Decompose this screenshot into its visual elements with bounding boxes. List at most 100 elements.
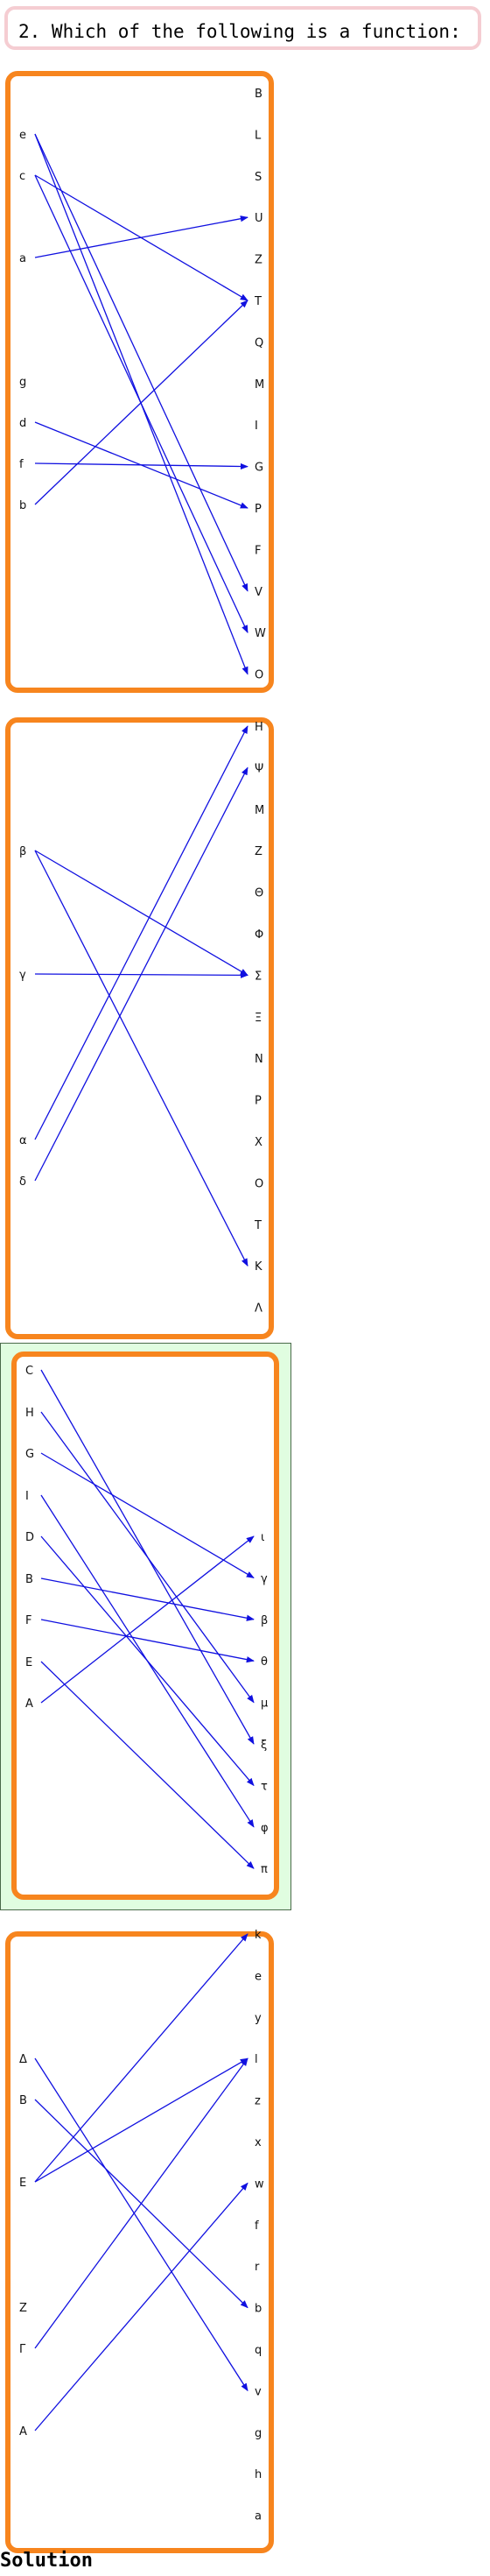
mapping-arrow xyxy=(34,215,248,258)
option-panel-4[interactable] xyxy=(5,1931,274,2553)
codomain-label: a xyxy=(255,2510,262,2523)
codomain-label: H xyxy=(255,721,263,734)
codomain-label: Ψ xyxy=(255,762,263,775)
domain-label: δ xyxy=(19,1175,26,1189)
domain-label: Δ xyxy=(19,2053,27,2066)
diagram-2: β γ α δ H Ψ M Z Θ Φ Σ Ξ N P X O T K Λ xyxy=(19,721,264,1316)
domain-label: E xyxy=(19,2177,26,2190)
codomain-label: w xyxy=(255,2177,264,2191)
mapping-arrow xyxy=(40,1661,255,1869)
domain-label: E xyxy=(25,1656,32,1669)
mapping-arrow xyxy=(34,2057,248,2349)
codomain-label: r xyxy=(255,2261,260,2274)
domain-label: α xyxy=(19,1134,27,1147)
option-panel-3[interactable] xyxy=(11,1352,279,1900)
codomain-label: O xyxy=(255,1177,263,1190)
mapping-arrow xyxy=(34,850,248,976)
codomain-label: M xyxy=(255,378,264,392)
mapping-arrow xyxy=(34,725,248,1140)
diagram-4: Δ B E Z Γ Ak e y l z x w f r b q v g h a xyxy=(19,1929,264,2523)
option-panel-1[interactable] xyxy=(5,71,274,693)
codomain-label: F xyxy=(255,544,261,557)
codomain-label: X xyxy=(255,1136,262,1149)
mapping-arrow xyxy=(34,2057,248,2392)
codomain-label: z xyxy=(255,2095,261,2108)
codomain-label: U xyxy=(255,212,263,225)
option-panel-2[interactable] xyxy=(5,717,274,1339)
domain-label: γ xyxy=(19,969,26,982)
mapping-arrow xyxy=(34,2057,248,2183)
codomain-label: b xyxy=(255,2303,262,2316)
solution-heading: Solution xyxy=(0,2550,93,2572)
domain-label: d xyxy=(19,417,26,430)
domain-label: Z xyxy=(19,2302,27,2315)
codomain-label: S xyxy=(255,171,262,184)
codomain-label: Θ xyxy=(255,887,263,900)
codomain-label: μ xyxy=(261,1697,268,1711)
codomain-label: γ xyxy=(261,1572,268,1585)
mapping-arrow xyxy=(40,1535,255,1787)
domain-label: Γ xyxy=(19,2343,26,2356)
question-text: 2. Which of the following is a function: xyxy=(4,6,481,50)
domain-label: β xyxy=(19,845,26,858)
codomain-label: Z xyxy=(255,845,262,858)
mapping-arrow xyxy=(34,133,248,592)
codomain-label: M xyxy=(255,804,264,817)
codomain-label: l xyxy=(255,2053,258,2066)
diagram-3: C H G I D B F E Aι γ β θ μ ξ τ φ π xyxy=(25,1365,269,1876)
mapping-arrow xyxy=(40,1535,255,1704)
codomain-label: G xyxy=(255,462,263,475)
domain-label: e xyxy=(19,129,26,142)
codomain-label: I xyxy=(255,420,258,433)
domain-label: C xyxy=(25,1365,33,1378)
codomain-label: N xyxy=(255,1053,263,1066)
codomain-label: P xyxy=(255,1095,262,1108)
codomain-label: L xyxy=(255,129,262,142)
codomain-label: Q xyxy=(255,336,263,349)
codomain-label: Ξ xyxy=(255,1012,262,1025)
mapping-arrow xyxy=(40,1411,255,1704)
codomain-label: O xyxy=(255,669,263,682)
domain-label: a xyxy=(19,252,26,265)
codomain-label: q xyxy=(255,2344,262,2357)
domain-label: b xyxy=(19,499,26,512)
mapping-arrow xyxy=(34,462,248,470)
domain-label: g xyxy=(19,376,26,389)
codomain-label: ξ xyxy=(261,1739,267,1752)
diagram-1: e c a g d f b B L S U Z T Q M I G P F V W O xyxy=(19,88,266,682)
codomain-label: V xyxy=(255,586,262,599)
domain-label: c xyxy=(19,170,25,183)
codomain-label: v xyxy=(255,2385,262,2398)
codomain-label: K xyxy=(255,1260,262,1274)
mapping-arrow xyxy=(34,1933,248,2183)
codomain-label: Φ xyxy=(255,928,263,942)
codomain-label: φ xyxy=(261,1822,269,1835)
codomain-label: x xyxy=(255,2136,262,2149)
codomain-label: g xyxy=(255,2427,262,2440)
codomain-label: B xyxy=(255,88,262,101)
mapping-arrow xyxy=(34,2182,248,2431)
domain-label: A xyxy=(25,1697,33,1711)
domain-label: I xyxy=(25,1490,29,1503)
domain-label: A xyxy=(19,2425,27,2438)
codomain-label: h xyxy=(255,2468,262,2481)
domain-label: B xyxy=(19,2094,27,2107)
mapping-arrow xyxy=(40,1577,255,1621)
codomain-label: f xyxy=(255,2220,259,2233)
codomain-label: y xyxy=(255,2012,262,2025)
domain-label: G xyxy=(25,1448,34,1461)
codomain-label: e xyxy=(255,1970,262,1983)
mapping-arrow xyxy=(34,300,248,505)
codomain-label: τ xyxy=(261,1780,268,1793)
codomain-label: T xyxy=(254,295,262,308)
mapping-arrow xyxy=(34,174,248,634)
codomain-label: β xyxy=(261,1614,268,1627)
codomain-label: Σ xyxy=(255,970,262,983)
mapping-arrow xyxy=(40,1452,255,1578)
domain-label: H xyxy=(25,1407,34,1420)
codomain-label: π xyxy=(261,1863,268,1876)
codomain-label: Λ xyxy=(255,1302,262,1316)
codomain-label: θ xyxy=(261,1655,268,1669)
codomain-label: ι xyxy=(261,1531,264,1544)
